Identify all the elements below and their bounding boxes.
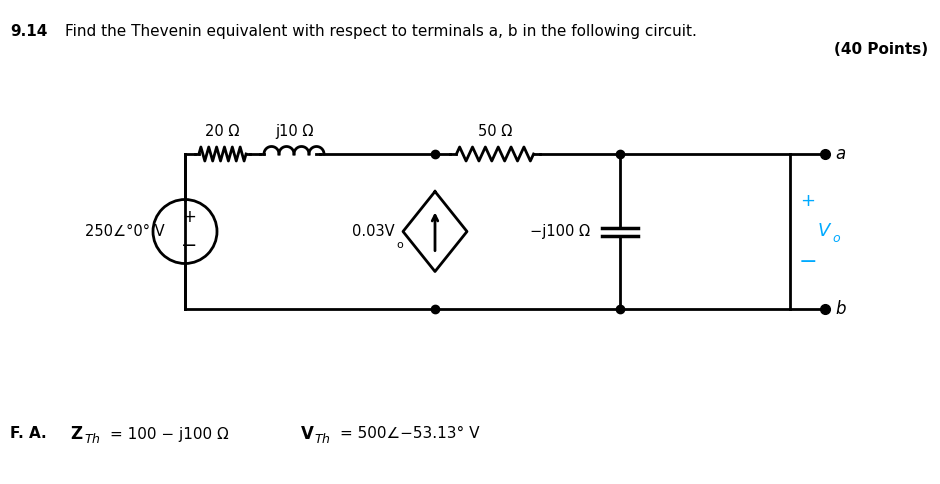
Text: $\mathit{Th}$: $\mathit{Th}$ (314, 432, 331, 446)
Text: 250∠°0° V: 250∠°0° V (86, 224, 164, 239)
Text: = 500∠−53.13° V: = 500∠−53.13° V (340, 426, 479, 441)
Text: $\mathbf{Z}$: $\mathbf{Z}$ (70, 425, 84, 443)
Text: +: + (801, 193, 816, 211)
Text: a: a (835, 145, 845, 163)
Text: o: o (396, 240, 402, 249)
Text: o: o (832, 232, 839, 245)
Text: F. A.: F. A. (10, 426, 47, 441)
Text: 0.03V: 0.03V (352, 224, 395, 239)
Text: $\mathbf{V}$: $\mathbf{V}$ (300, 425, 315, 443)
Text: $\mathit{Th}$: $\mathit{Th}$ (84, 432, 101, 446)
Text: b: b (835, 300, 845, 318)
Text: 50 Ω: 50 Ω (478, 124, 512, 139)
Text: −j100 Ω: −j100 Ω (530, 224, 590, 239)
Text: j10 Ω: j10 Ω (274, 124, 313, 139)
Text: +: + (182, 209, 196, 227)
Text: (40 Points): (40 Points) (834, 42, 928, 57)
Text: V: V (818, 223, 830, 241)
Text: 20 Ω: 20 Ω (205, 124, 240, 139)
Text: = 100 − j100 Ω: = 100 − j100 Ω (110, 426, 228, 441)
Text: −: − (799, 252, 817, 272)
Text: Find the Thevenin equivalent with respect to terminals a, b in the following cir: Find the Thevenin equivalent with respec… (65, 24, 697, 39)
Text: 9.14: 9.14 (10, 24, 47, 39)
Text: −: − (180, 236, 197, 255)
